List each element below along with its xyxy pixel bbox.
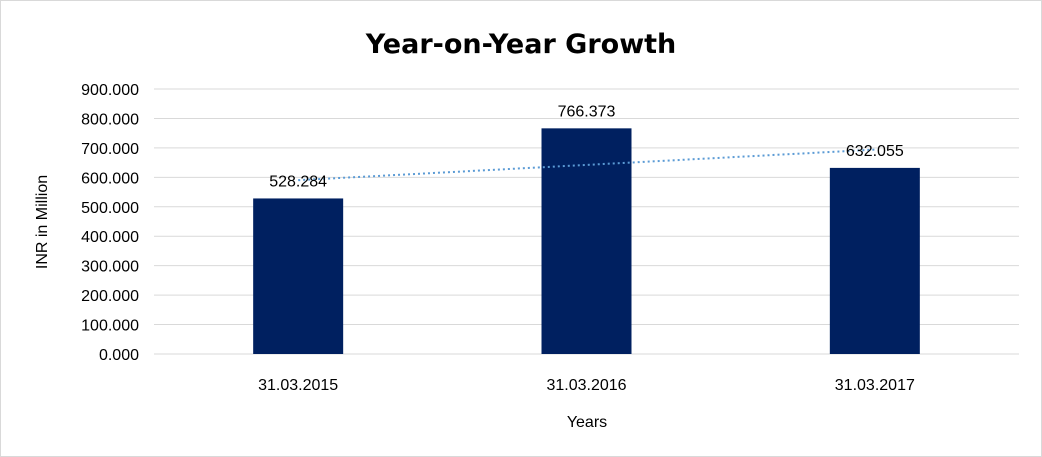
y-axis-ticks: 0.000 100.000 200.000 300.000 400.000 500.000…	[81, 82, 139, 364]
y-tick-label: 600.000	[81, 170, 139, 187]
data-label: 766.373	[558, 103, 616, 120]
y-tick-label: 900.000	[81, 82, 139, 99]
y-tick-label: 300.000	[81, 259, 139, 276]
y-tick-label: 400.000	[81, 229, 139, 246]
y-tick-label: 100.000	[81, 318, 139, 335]
y-tick-label: 700.000	[81, 141, 139, 158]
chart-title: Year-on-Year Growth	[365, 29, 677, 60]
bar	[829, 167, 920, 354]
trendline	[298, 148, 875, 182]
y-tick-label: 500.000	[81, 200, 139, 217]
data-label: 632.055	[846, 143, 904, 160]
y-tick-label: 800.000	[81, 111, 139, 128]
y-axis-title: INR in Million	[34, 175, 51, 269]
bars	[253, 128, 920, 354]
y-tick-label: 0.000	[99, 347, 139, 364]
x-axis-title: Years	[567, 414, 607, 431]
data-label: 528.284	[269, 173, 327, 190]
trendline-path	[298, 148, 875, 182]
data-labels: 528.284 766.373 632.055	[269, 103, 904, 190]
x-category-label: 31.03.2015	[258, 377, 338, 394]
bar	[541, 128, 632, 354]
y-tick-label: 200.000	[81, 288, 139, 305]
x-category-label: 31.03.2016	[546, 377, 626, 394]
x-axis-categories: 31.03.2015 31.03.2016 31.03.2017	[258, 377, 915, 394]
x-category-label: 31.03.2017	[835, 377, 915, 394]
bar	[253, 198, 344, 354]
